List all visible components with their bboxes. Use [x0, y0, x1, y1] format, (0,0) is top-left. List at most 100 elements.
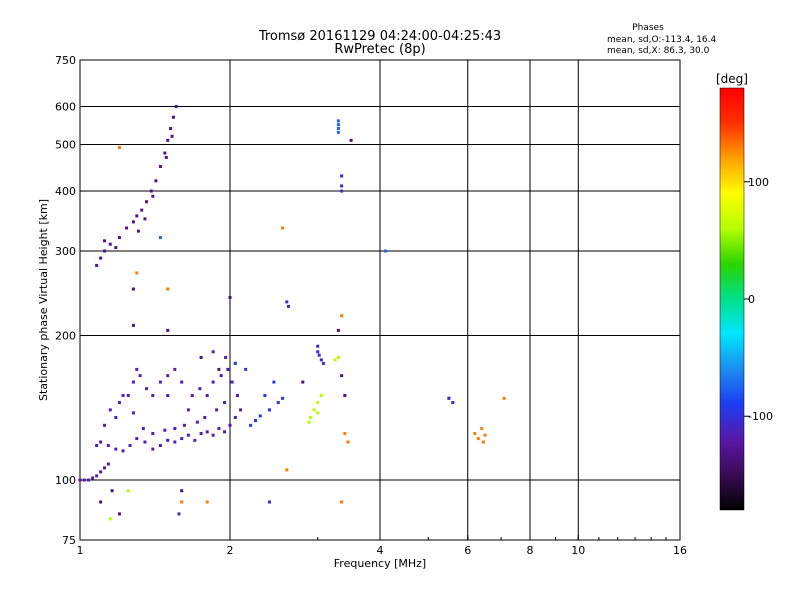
data-point — [319, 394, 323, 398]
data-point — [253, 419, 257, 423]
data-point — [135, 367, 139, 371]
data-point — [340, 500, 344, 504]
data-point — [195, 420, 199, 424]
data-point — [95, 263, 99, 267]
data-point — [205, 500, 209, 504]
data-point — [190, 394, 194, 398]
data-point — [117, 401, 121, 405]
data-point — [158, 164, 162, 168]
data-point — [223, 401, 227, 405]
data-point — [340, 174, 344, 178]
data-point — [308, 415, 312, 419]
data-point — [164, 155, 168, 159]
data-point — [163, 428, 167, 432]
data-point — [99, 470, 103, 474]
data-point — [180, 489, 184, 493]
data-point — [476, 437, 480, 441]
data-point — [316, 411, 320, 415]
data-point — [343, 394, 347, 398]
data-point — [110, 489, 114, 493]
y-tick-label: 600 — [55, 101, 76, 114]
data-point — [336, 328, 340, 332]
data-point — [166, 328, 170, 332]
colorbar — [719, 87, 745, 511]
data-point — [86, 478, 90, 482]
data-point — [340, 184, 344, 188]
data-point — [166, 287, 170, 291]
data-point — [166, 438, 170, 442]
data-point — [106, 462, 110, 466]
data-point — [336, 130, 340, 134]
data-point — [149, 189, 153, 193]
data-point — [108, 242, 112, 246]
data-point — [95, 474, 99, 478]
data-point — [316, 344, 320, 348]
data-point — [145, 387, 149, 391]
data-point — [317, 353, 321, 357]
data-point — [135, 271, 139, 275]
data-point — [135, 437, 139, 441]
colorbar-tick-label: -100 — [748, 410, 773, 423]
data-point — [158, 236, 162, 240]
data-point — [211, 380, 215, 384]
data-point — [114, 415, 118, 419]
data-point — [205, 430, 209, 434]
data-point — [117, 236, 121, 240]
data-point — [99, 440, 103, 444]
data-point — [180, 380, 184, 384]
data-point — [103, 466, 107, 470]
data-point — [301, 380, 305, 384]
data-point — [126, 394, 130, 398]
data-point — [224, 355, 228, 359]
data-point — [145, 200, 149, 204]
data-point — [173, 427, 177, 431]
data-point — [316, 350, 320, 354]
data-point — [143, 440, 147, 444]
data-point — [151, 394, 155, 398]
data-point — [473, 432, 477, 436]
data-point — [114, 447, 118, 451]
data-point — [203, 415, 207, 419]
data-point — [182, 423, 186, 427]
data-point — [138, 374, 142, 378]
phases-line-o: mean, sd,O:-113.4, 16.4 — [607, 35, 717, 45]
data-point — [117, 145, 121, 149]
data-point — [199, 355, 203, 359]
data-point — [151, 432, 155, 436]
data-point — [230, 380, 234, 384]
data-point — [126, 489, 130, 493]
phases-line-x: mean, sd,X: 86.3, 30.0 — [607, 46, 710, 56]
data-point — [343, 432, 347, 436]
data-point — [217, 427, 221, 431]
data-point — [177, 512, 181, 516]
x-tick-label: 2 — [227, 544, 234, 557]
x-tick-label: 10 — [571, 544, 585, 557]
data-point — [125, 226, 129, 230]
colorbar-tick-label: 100 — [748, 176, 769, 189]
phases-heading: Phases — [632, 23, 664, 33]
data-point — [480, 427, 484, 431]
data-point — [223, 430, 227, 434]
data-point — [267, 500, 271, 504]
data-point — [285, 300, 289, 304]
data-point — [158, 444, 162, 448]
data-point — [166, 374, 170, 378]
data-point — [333, 358, 337, 362]
data-point — [321, 361, 325, 365]
colorbar-label: [deg] — [716, 72, 748, 86]
data-point — [205, 394, 209, 398]
data-point — [186, 433, 190, 437]
data-point — [217, 367, 221, 371]
data-point — [99, 500, 103, 504]
data-point — [108, 517, 112, 521]
data-point — [99, 256, 103, 260]
data-point — [135, 214, 139, 218]
data-point — [336, 126, 340, 130]
data-point — [228, 296, 232, 300]
data-point — [215, 408, 219, 412]
data-point — [199, 432, 203, 436]
data-point — [121, 394, 125, 398]
data-point — [169, 126, 173, 130]
y-tick-label: 400 — [55, 185, 76, 198]
data-point — [140, 208, 144, 212]
